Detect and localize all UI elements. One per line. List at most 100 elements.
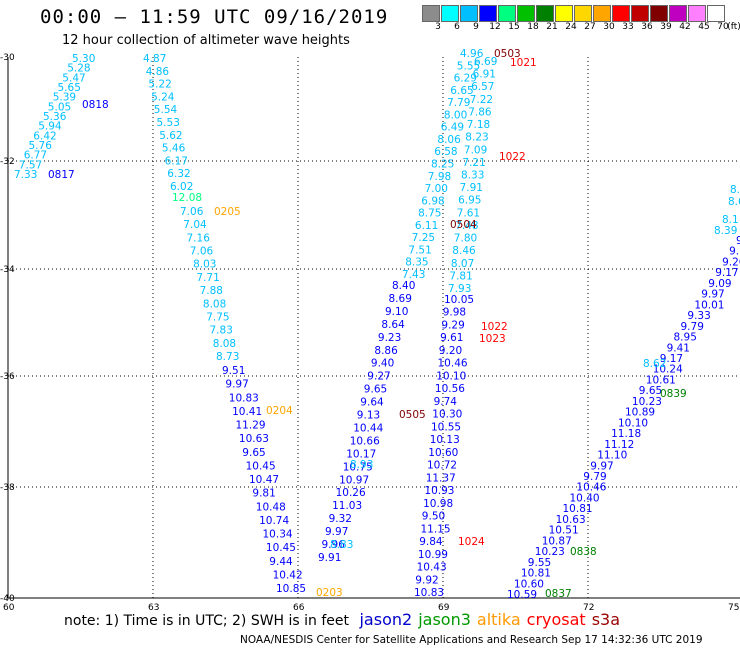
wave-height-value: 10.41 [232, 406, 262, 418]
wave-height-value: 8.40 [392, 280, 415, 292]
wave-height-value: 6.98 [421, 195, 444, 207]
satellite-name-jason3: jason3 [418, 610, 471, 629]
color-swatch [479, 5, 497, 22]
color-swatch-label: 18 [527, 22, 539, 32]
wave-height-value: 10.51 [549, 525, 579, 537]
wave-height-value: 6.77 [24, 150, 47, 162]
wave-height-value: 7.18 [467, 119, 490, 131]
pass-time-label: 0204 [266, 405, 293, 417]
pass-time-label: 1023 [479, 333, 506, 345]
wave-height-value: 10.74 [259, 515, 289, 527]
wave-height-value: 7.88 [200, 285, 223, 297]
wave-height-value: 8.1 [722, 214, 739, 226]
lon-tick-label: 75 [728, 603, 739, 610]
color-swatch-label: 27 [584, 22, 596, 32]
wave-height-value: 9.20 [439, 345, 462, 357]
color-swatch-label: 21 [546, 22, 558, 32]
map-frame [7, 57, 740, 599]
wave-height-value: 9.44 [269, 556, 293, 568]
wave-height-value: 10.10 [618, 417, 648, 429]
wave-height-value: 9.65 [639, 385, 662, 397]
wave-height-value: 6.95 [458, 195, 481, 207]
color-swatch-label: 42 [679, 22, 691, 32]
wave-height-value: 7.25 [412, 232, 435, 244]
color-swatch [441, 5, 459, 22]
wave-height-value: 5.62 [159, 130, 182, 142]
lat-tick-label: -36 [0, 372, 15, 382]
wave-height-value: 9.97 [325, 526, 348, 538]
wave-height-value: 9.44 [736, 235, 740, 247]
wave-height-value: 7.16 [187, 232, 211, 244]
wave-height-value: 9.91 [318, 552, 341, 564]
wave-height-value: 9.23 [378, 332, 401, 344]
wave-height-value: 11.37 [426, 472, 456, 484]
color-swatch-label: 33 [622, 22, 634, 32]
wave-height-value: 9.92 [415, 574, 438, 586]
wave-height-value: 6.29 [454, 73, 477, 85]
pass-time-label: 1021 [510, 57, 537, 69]
wave-height-value: 10.23 [535, 546, 565, 558]
wave-height-value: 9.13 [357, 410, 380, 422]
satellite-name-cryosat: cryosat [526, 610, 586, 629]
color-swatch-label: 15 [508, 22, 520, 32]
wave-height-value: 7.91 [460, 182, 483, 194]
wave-height-value: 6.57 [471, 81, 494, 93]
wave-height-value: 10.72 [427, 460, 457, 472]
color-swatch [631, 5, 649, 22]
wave-height-value: 10.44 [353, 423, 383, 435]
wave-height-value: 7.51 [408, 244, 431, 256]
wave-height-value: 12.08 [172, 192, 202, 204]
wave-height-value: 8.33 [461, 170, 484, 182]
wave-height-value: 9.33 [687, 310, 710, 322]
altimeter-map: 60 63 66 69 72 75-30-32-34-36-38-40 5.305.285… [0, 48, 740, 610]
wave-height-value: 5.94 [38, 121, 62, 133]
wave-height-value: 10.42 [273, 569, 303, 581]
wave-height-value: 10.55 [431, 421, 461, 433]
color-swatch-label: 24 [565, 22, 577, 32]
wave-height-value: 11.12 [604, 439, 634, 451]
wave-height-value: 7.71 [196, 272, 219, 284]
wave-height-value: 8.75 [418, 208, 441, 220]
color-swatch [517, 5, 535, 22]
lat-tick-label: -40 [0, 594, 15, 604]
wave-height-value: 5.30 [72, 53, 95, 65]
wave-height-value: 6.17 [165, 155, 188, 167]
color-swatch-label: 36 [641, 22, 653, 32]
wave-height-value: 10.93 [424, 485, 454, 497]
wave-height-value: 7.61 [457, 207, 480, 219]
wave-height-value: 8.35 [405, 257, 428, 269]
lon-tick-label: 69 [438, 603, 450, 610]
wave-height-value: 11.10 [597, 450, 627, 462]
legend-line: note: 1) Time is in UTC; 2) SWH is in fe… [64, 610, 632, 629]
wave-height-value: 7.04 [183, 219, 207, 231]
wave-height-value: 10.43 [417, 562, 447, 574]
wave-height-value: 8.62 [643, 358, 666, 370]
wave-height-value: 9.32 [329, 513, 352, 525]
wave-height-value: 5.36 [43, 111, 67, 123]
wave-height-value: 8.08 [203, 298, 226, 310]
wave-height-value: 9.61 [440, 332, 463, 344]
wave-height-value: 5.54 [154, 104, 178, 116]
wave-height-value: 10.61 [646, 375, 676, 387]
wave-height-value: 8.06 [437, 134, 461, 146]
wave-height-value: 6.58 [434, 146, 457, 158]
pass-time-label: 0205 [214, 206, 241, 218]
wave-height-value: 10.60 [514, 578, 544, 590]
wave-height-value: 9.40 [371, 358, 394, 370]
wave-height-value: 7.75 [206, 312, 229, 324]
pass-time-label: 0818 [82, 99, 109, 111]
pass-time-label: 0838 [570, 546, 597, 558]
wave-height-value: 9.79 [681, 321, 704, 333]
wave-height-value: 10.17 [346, 448, 376, 460]
color-swatch-label: 3 [435, 22, 441, 32]
wave-height-value: 10.47 [249, 474, 279, 486]
lat-tick-label: -38 [0, 483, 15, 493]
wave-height-value: 8.8 [730, 184, 740, 196]
color-swatch [593, 5, 611, 22]
lon-tick-label: 66 [293, 603, 305, 610]
color-swatch [669, 5, 687, 22]
wave-height-value: 9.74 [434, 396, 458, 408]
wave-height-value: 10.98 [423, 498, 453, 510]
color-swatch-label: 6 [454, 22, 460, 32]
wave-height-value: 5.76 [29, 140, 53, 152]
